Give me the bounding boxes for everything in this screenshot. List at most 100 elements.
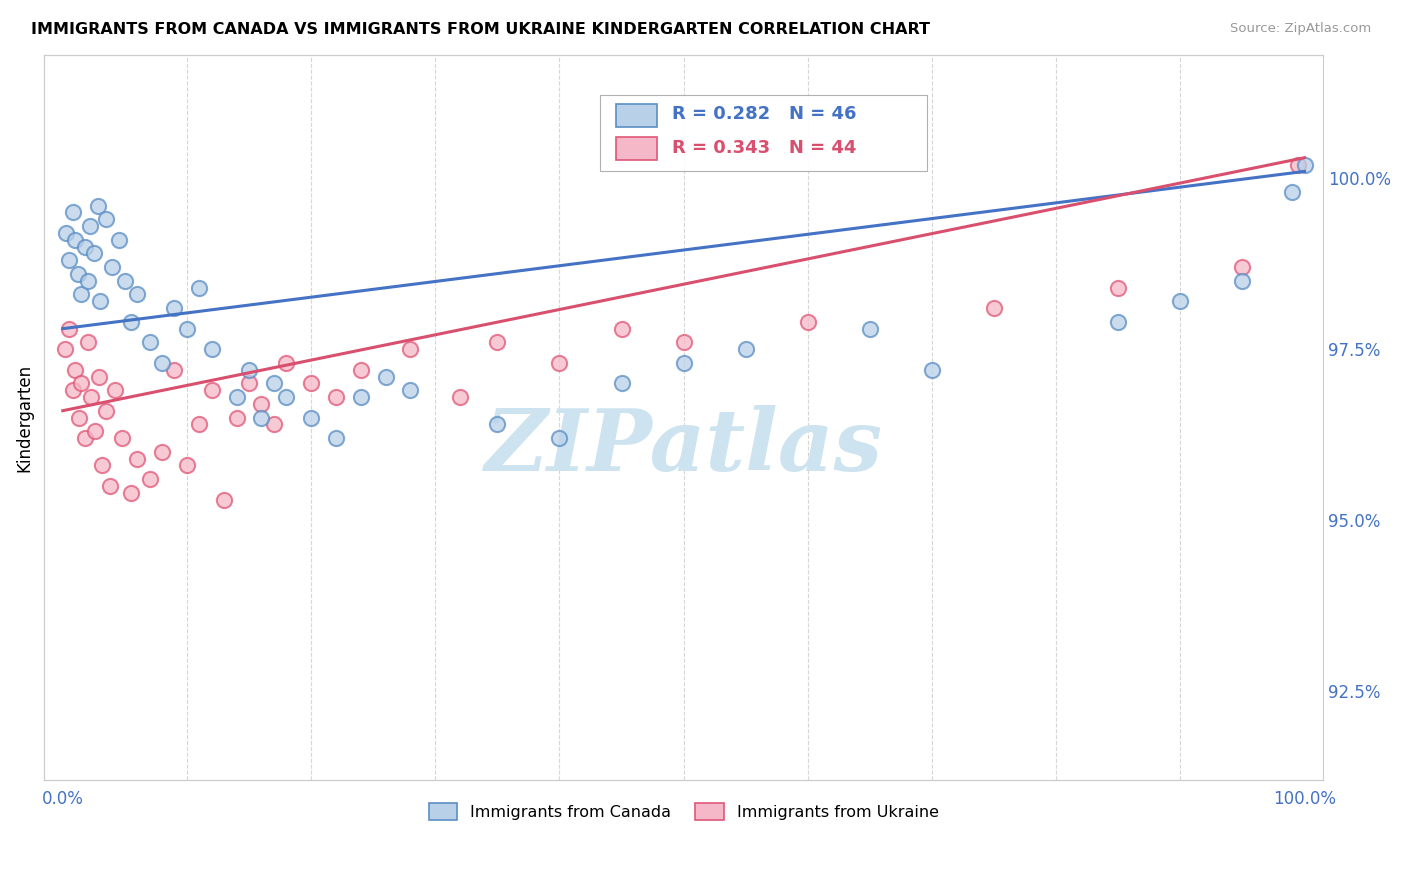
FancyBboxPatch shape	[600, 95, 927, 171]
Point	[120, 485, 142, 500]
Point	[201, 383, 224, 397]
Point	[449, 390, 471, 404]
Point	[114, 274, 136, 288]
Point	[76, 274, 98, 288]
Point	[672, 335, 695, 350]
Point	[63, 233, 86, 247]
Point	[374, 369, 396, 384]
Point	[548, 431, 571, 445]
Point	[299, 410, 322, 425]
Point	[983, 301, 1005, 315]
Point	[75, 431, 97, 445]
Point	[188, 417, 211, 432]
Point	[150, 356, 173, 370]
Point	[350, 362, 373, 376]
Point	[399, 342, 422, 356]
Point	[176, 458, 198, 473]
Point	[84, 424, 107, 438]
Legend: Immigrants from Canada, Immigrants from Ukraine: Immigrants from Canada, Immigrants from …	[422, 797, 945, 826]
Point	[75, 239, 97, 253]
Point	[797, 315, 820, 329]
Point	[238, 376, 260, 391]
Point	[250, 397, 273, 411]
Point	[672, 356, 695, 370]
Point	[96, 212, 118, 227]
Point	[399, 383, 422, 397]
Point	[104, 383, 127, 397]
Point	[1168, 294, 1191, 309]
Point	[127, 287, 149, 301]
Y-axis label: Kindergarten: Kindergarten	[15, 363, 32, 472]
Point	[163, 301, 186, 315]
Point	[1232, 274, 1254, 288]
Point	[734, 342, 756, 356]
Point	[1281, 185, 1303, 199]
Point	[107, 233, 129, 247]
Point	[55, 226, 77, 240]
Point	[80, 390, 103, 404]
Point	[1107, 315, 1129, 329]
Point	[150, 444, 173, 458]
Point	[610, 376, 633, 391]
Point	[127, 451, 149, 466]
Text: R = 0.282   N = 46: R = 0.282 N = 46	[672, 105, 856, 123]
Point	[548, 356, 571, 370]
Point	[66, 267, 89, 281]
Point	[1107, 280, 1129, 294]
Point	[325, 390, 347, 404]
Point	[299, 376, 322, 391]
Point	[263, 417, 285, 432]
Point	[859, 321, 882, 335]
Point	[58, 321, 80, 335]
Point	[70, 287, 93, 301]
Point	[58, 253, 80, 268]
Point	[250, 410, 273, 425]
Point	[1286, 157, 1309, 171]
Point	[486, 335, 509, 350]
Point	[86, 198, 108, 212]
Point	[225, 390, 247, 404]
Point	[87, 369, 110, 384]
Point	[98, 479, 121, 493]
Text: Source: ZipAtlas.com: Source: ZipAtlas.com	[1230, 22, 1371, 36]
Bar	[616, 137, 657, 161]
Point	[138, 335, 160, 350]
Point	[225, 410, 247, 425]
Point	[276, 390, 298, 404]
Point	[70, 376, 93, 391]
Point	[921, 362, 943, 376]
Text: R = 0.343   N = 44: R = 0.343 N = 44	[672, 139, 856, 157]
Point	[63, 362, 86, 376]
Point	[91, 458, 114, 473]
Point	[96, 403, 118, 417]
Point	[111, 431, 134, 445]
Text: IMMIGRANTS FROM CANADA VS IMMIGRANTS FROM UKRAINE KINDERGARTEN CORRELATION CHART: IMMIGRANTS FROM CANADA VS IMMIGRANTS FRO…	[31, 22, 929, 37]
Point	[89, 294, 111, 309]
Bar	[616, 103, 657, 127]
Point	[1294, 157, 1316, 171]
Point	[263, 376, 285, 391]
Point	[76, 335, 98, 350]
Point	[83, 246, 105, 260]
Point	[101, 260, 124, 274]
Point	[350, 390, 373, 404]
Point	[486, 417, 509, 432]
Point	[163, 362, 186, 376]
Point	[201, 342, 224, 356]
Point	[276, 356, 298, 370]
Point	[238, 362, 260, 376]
Point	[1232, 260, 1254, 274]
Text: ZIPatlas: ZIPatlas	[485, 405, 883, 488]
Point	[138, 472, 160, 486]
Point	[62, 383, 84, 397]
Point	[188, 280, 211, 294]
Point	[79, 219, 101, 233]
Point	[67, 410, 90, 425]
Point	[176, 321, 198, 335]
Point	[120, 315, 142, 329]
Point	[212, 492, 235, 507]
Point	[610, 321, 633, 335]
Point	[53, 342, 76, 356]
Point	[325, 431, 347, 445]
Point	[62, 205, 84, 219]
